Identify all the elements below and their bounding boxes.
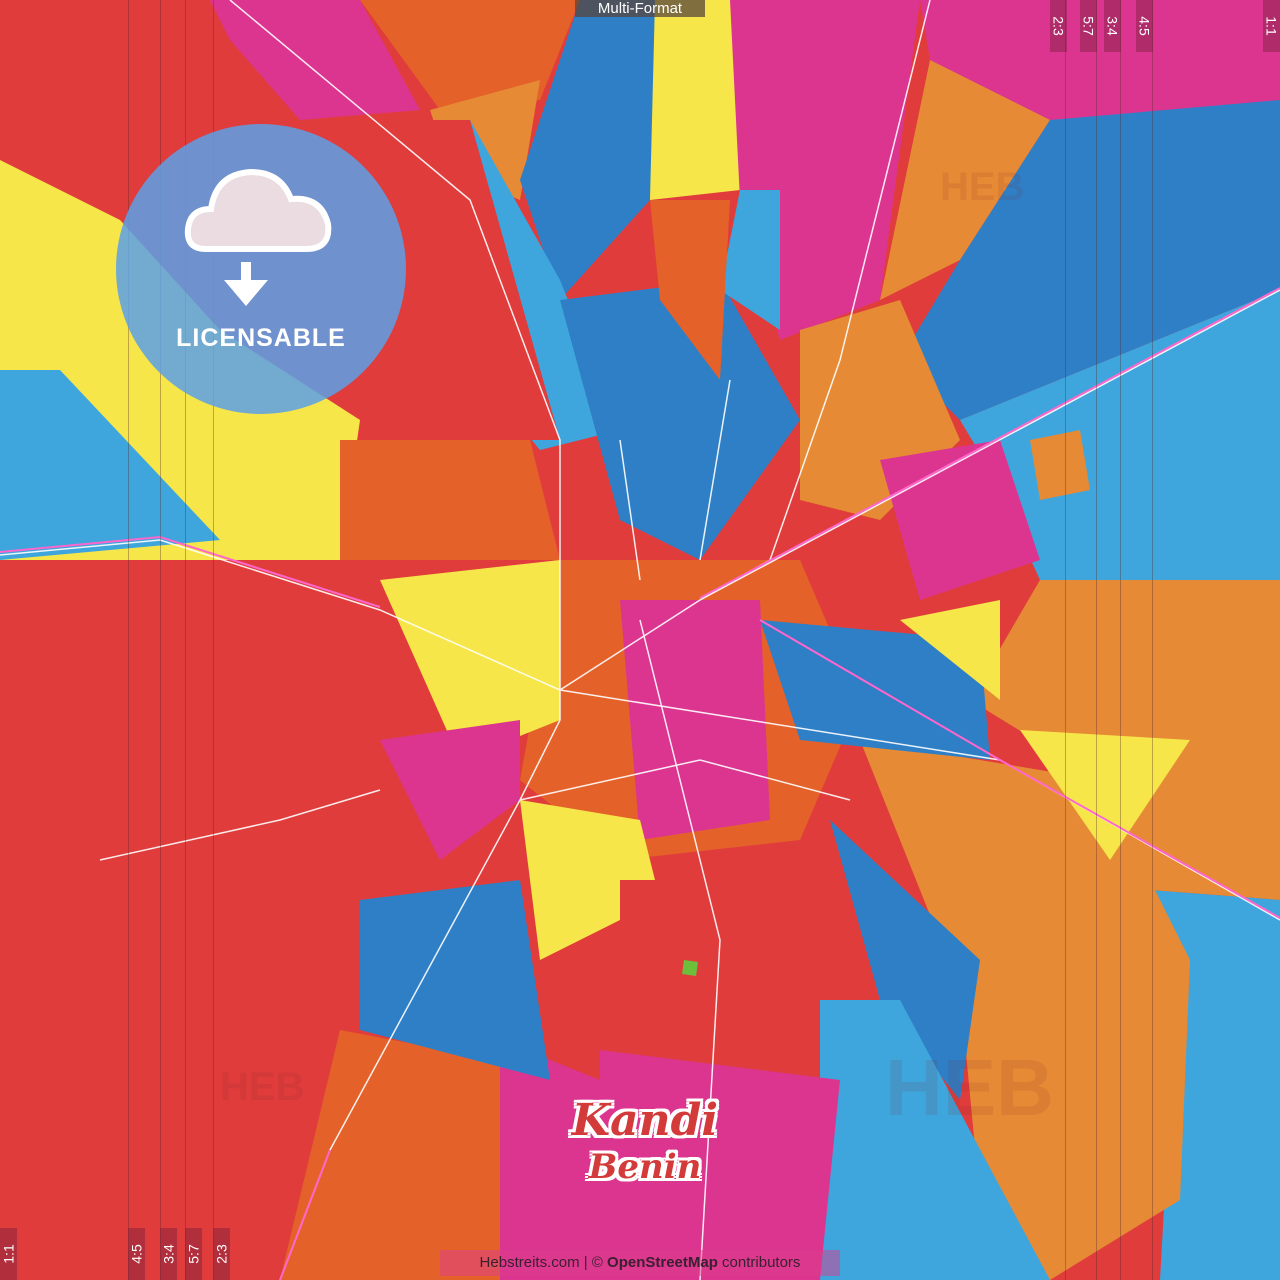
ratio-marker: 5:7 (1080, 0, 1097, 52)
crop-guide-line (1120, 0, 1121, 1280)
attribution-site[interactable]: Hebstreits.com (479, 1254, 580, 1271)
crop-guide-line (1096, 0, 1097, 1280)
major-road (0, 287, 1280, 1280)
attribution-separator: | © (579, 1254, 608, 1271)
ratio-marker: 5:7 (185, 1228, 202, 1280)
country-name: Benin (588, 1147, 702, 1187)
ratio-marker: 3:4 (1104, 0, 1121, 52)
city-name: Kandi (571, 1095, 719, 1146)
watermark: HEB HEB HEB (220, 165, 1054, 1132)
ratio-marker: 2:3 (1050, 0, 1067, 52)
licensable-badge[interactable]: LICENSABLE (116, 124, 406, 414)
svg-text:HEB: HEB (885, 1043, 1054, 1132)
map-title: Kandi Benin (560, 1095, 730, 1187)
crop-guide-line (128, 0, 129, 1280)
attribution-source[interactable]: OpenStreetMap (607, 1254, 718, 1271)
cloud-download-icon (184, 168, 332, 306)
crop-guide-line (213, 0, 214, 1280)
ratio-marker: 4:5 (128, 1228, 145, 1280)
crop-guide-line (185, 0, 186, 1280)
ratio-marker: 4:5 (1136, 0, 1153, 52)
attribution: Hebstreits.com | © OpenStreetMap contrib… (440, 1250, 840, 1276)
ratio-marker: 3:4 (160, 1228, 177, 1280)
ratio-marker: 2:3 (213, 1228, 230, 1280)
licensable-label: LICENSABLE (176, 324, 346, 352)
attribution-suffix: contributors (717, 1254, 801, 1271)
ratio-marker: 1:1 (0, 1228, 17, 1280)
crop-guide-line (1065, 0, 1066, 1280)
ratio-marker: 1:1 (1263, 0, 1280, 52)
svg-text:HEB: HEB (940, 165, 1024, 209)
format-label: Multi-Format (575, 0, 705, 17)
svg-text:HEB: HEB (220, 1065, 304, 1109)
crop-guide-line (1152, 0, 1153, 1280)
crop-guide-line (160, 0, 161, 1280)
